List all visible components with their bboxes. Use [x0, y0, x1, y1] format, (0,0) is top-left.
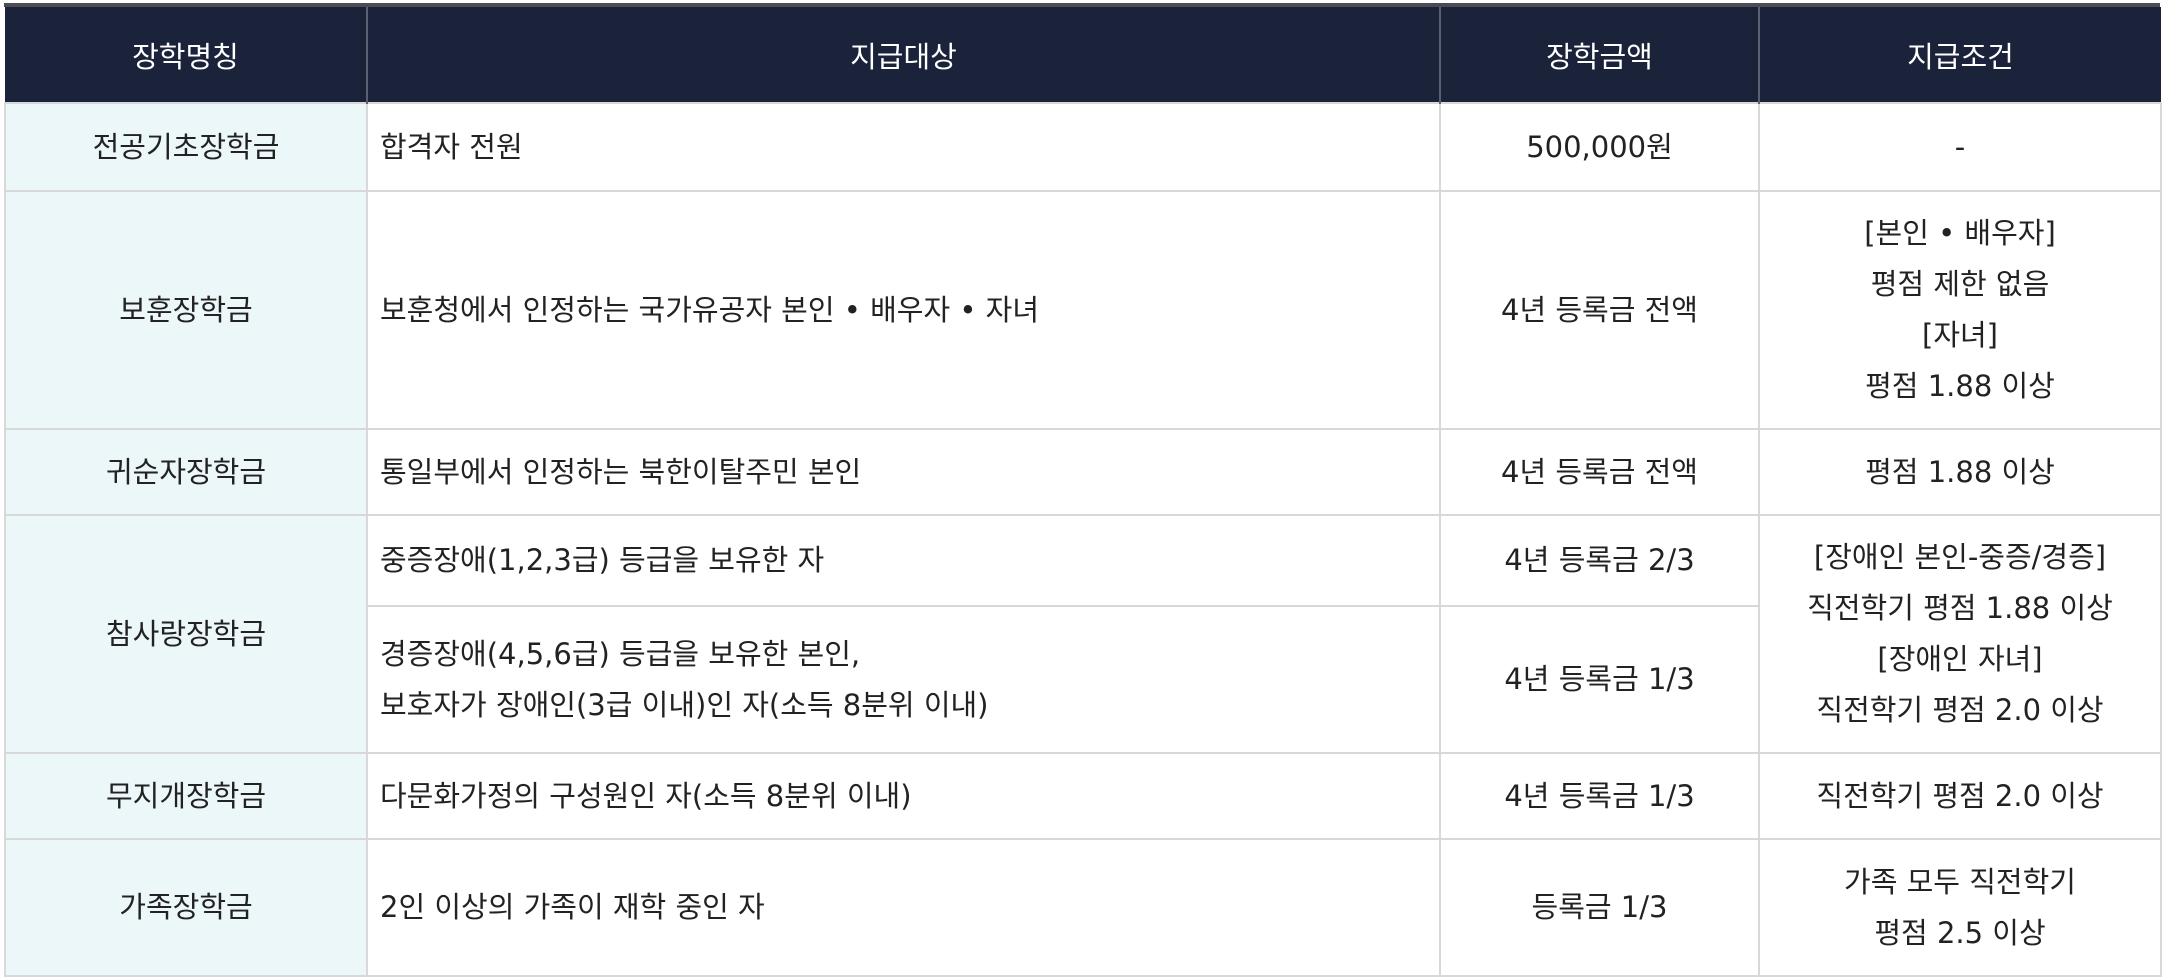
header-name: 장학명칭	[5, 7, 367, 103]
condition-line: 직전학기 평점 2.0 이상	[1816, 693, 2104, 727]
condition-cell: 가족 모두 직전학기 평점 2.5 이상	[1758, 838, 2162, 977]
scholarship-name: 귀순자장학금	[4, 428, 368, 516]
condition-line: 평점 제한 없음	[1870, 267, 2050, 301]
scholarship-name: 무지개장학금	[4, 752, 368, 840]
header-target: 지급대상	[366, 7, 1440, 103]
target-line: 경증장애(4,5,6급) 등급을 보유한 본인,	[380, 636, 861, 671]
target-cell: 보훈청에서 인정하는 국가유공자 본인 • 배우자 • 자녀	[366, 190, 1441, 430]
scholarship-table: 장학명칭 지급대상 장학금액 지급조건 전공기초장학금 합격자 전원 500,0…	[4, 7, 2162, 977]
target-line: 보호자가 장애인(3급 이내)인 자(소득 8분위 이내)	[380, 687, 989, 722]
table-row: 무지개장학금 다문화가정의 구성원인 자(소득 8분위 이내) 4년 등록금 1…	[4, 752, 2162, 840]
condition-cell: [본인 • 배우자] 평점 제한 없음 [자녀] 평점 1.88 이상	[1758, 190, 2162, 430]
amount-cell: 500,000원	[1439, 102, 1760, 192]
table-header-row: 장학명칭 지급대상 장학금액 지급조건	[5, 7, 2161, 103]
condition-line: 직전학기 평점 1.88 이상	[1807, 591, 2113, 625]
header-amount: 장학금액	[1439, 7, 1759, 103]
amount-cell: 등록금 1/3	[1439, 838, 1760, 977]
scholarship-table-container: 장학명칭 지급대상 장학금액 지급조건 전공기초장학금 합격자 전원 500,0…	[4, 3, 2162, 977]
condition-line: 평점 1.88 이상	[1865, 369, 2055, 403]
condition-line: [장애인 자녀]	[1877, 642, 2043, 676]
condition-cell: 평점 1.88 이상	[1758, 428, 2162, 516]
table-row: 보훈장학금 보훈청에서 인정하는 국가유공자 본인 • 배우자 • 자녀 4년 …	[4, 190, 2162, 430]
scholarship-name: 가족장학금	[4, 838, 368, 977]
amount-cell: 4년 등록금 1/3	[1439, 605, 1760, 754]
condition-line: [장애인 본인-중증/경증]	[1813, 540, 2107, 574]
target-cell: 2인 이상의 가족이 재학 중인 자	[366, 838, 1441, 977]
condition-line: [본인 • 배우자]	[1864, 216, 2056, 250]
target-cell: 경증장애(4,5,6급) 등급을 보유한 본인, 보호자가 장애인(3급 이내)…	[366, 605, 1441, 754]
target-cell: 중증장애(1,2,3급) 등급을 보유한 자	[366, 514, 1441, 607]
target-cell: 통일부에서 인정하는 북한이탈주민 본인	[366, 428, 1441, 516]
condition-cell: [장애인 본인-중증/경증] 직전학기 평점 1.88 이상 [장애인 자녀] …	[1758, 514, 2162, 754]
scholarship-name: 전공기초장학금	[4, 102, 368, 192]
header-condition: 지급조건	[1758, 7, 2161, 103]
target-cell: 합격자 전원	[366, 102, 1441, 192]
scholarship-name: 보훈장학금	[4, 190, 368, 430]
scholarship-name: 참사랑장학금	[4, 514, 368, 754]
table-row: 참사랑장학금 중증장애(1,2,3급) 등급을 보유한 자 4년 등록금 2/3…	[4, 514, 2162, 754]
condition-line: [자녀]	[1922, 318, 1998, 352]
amount-cell: 4년 등록금 1/3	[1439, 752, 1760, 840]
table-row: 전공기초장학금 합격자 전원 500,000원 -	[4, 102, 2162, 192]
table-row: 가족장학금 2인 이상의 가족이 재학 중인 자 등록금 1/3 가족 모두 직…	[4, 838, 2162, 977]
condition-cell: -	[1758, 102, 2162, 192]
condition-line: 가족 모두 직전학기	[1844, 864, 2076, 899]
condition-line: 평점 2.5 이상	[1874, 915, 2046, 950]
table-row: 경증장애(4,5,6급) 등급을 보유한 본인, 보호자가 장애인(3급 이내)…	[5, 605, 2161, 754]
amount-cell: 4년 등록금 전액	[1439, 190, 1760, 430]
table-row: 귀순자장학금 통일부에서 인정하는 북한이탈주민 본인 4년 등록금 전액 평점…	[4, 428, 2162, 516]
amount-cell: 4년 등록금 전액	[1439, 428, 1760, 516]
amount-cell: 4년 등록금 2/3	[1439, 514, 1760, 607]
target-cell: 다문화가정의 구성원인 자(소득 8분위 이내)	[366, 752, 1441, 840]
condition-cell: 직전학기 평점 2.0 이상	[1758, 752, 2162, 840]
